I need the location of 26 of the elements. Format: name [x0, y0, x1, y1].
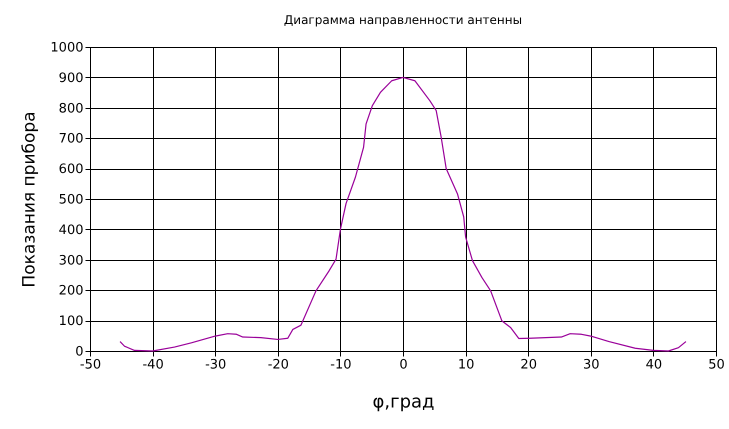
x-tick-label: 20: [520, 358, 537, 372]
y-tick-label: 900: [58, 70, 84, 86]
x-tick-label: 10: [458, 358, 474, 372]
y-tick-label: 700: [58, 132, 84, 147]
line-series: [119, 76, 687, 352]
x-tick-label: -10: [330, 358, 352, 372]
chart-title: Диаграмма направленности антенны: [284, 13, 522, 27]
y-tick-label: 100: [58, 314, 84, 330]
y-tick-label: 800: [58, 101, 84, 116]
y-tick-label: 600: [58, 162, 84, 178]
x-tick-label: -40: [142, 358, 164, 372]
x-tick-label: 50: [708, 358, 725, 372]
x-axis-title: φ,град: [372, 392, 434, 412]
x-tick-label: 30: [583, 358, 600, 372]
y-tick-label: 0: [75, 344, 84, 360]
y-tick-label: 200: [58, 284, 84, 299]
y-tick-label: 1000: [50, 40, 84, 56]
x-tick-label: 40: [646, 358, 662, 372]
x-tick-label: -20: [268, 358, 289, 372]
y-tick-label: 400: [58, 222, 84, 238]
x-tick-label: -50: [80, 358, 102, 372]
y-tick-label: 300: [58, 253, 84, 268]
x-tick-label: 0: [399, 358, 408, 372]
x-tick-label: -30: [205, 358, 226, 372]
y-tick-label: 500: [58, 192, 84, 208]
y-axis-title: Показания прибора: [19, 111, 40, 288]
